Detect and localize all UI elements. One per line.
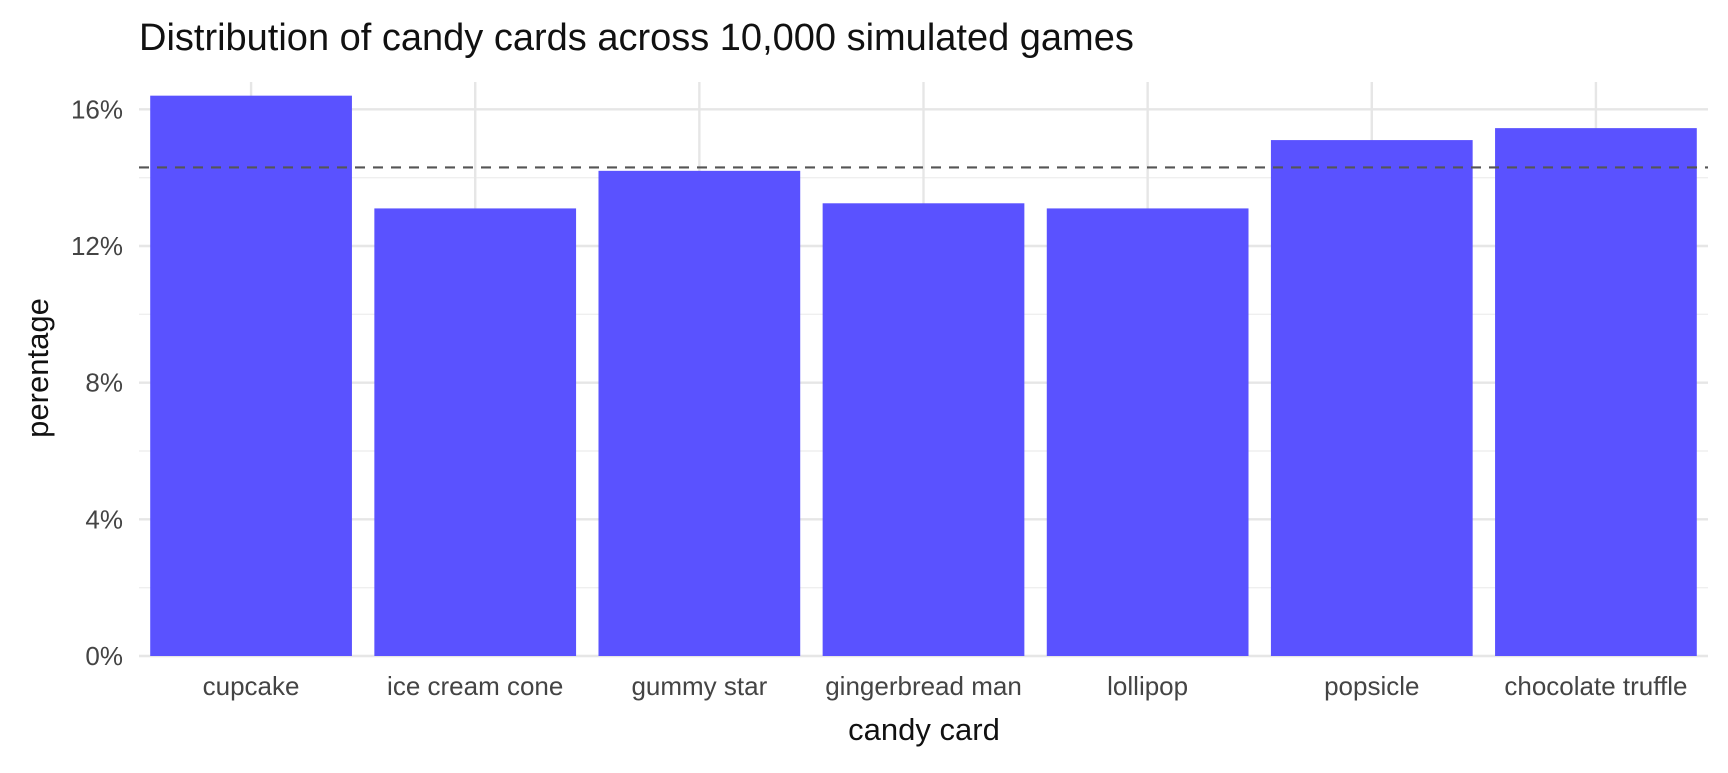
- x-tick-label: ice cream cone: [387, 671, 563, 701]
- x-axis-title: candy card: [848, 712, 1000, 747]
- x-tick-label: gummy star: [631, 671, 767, 701]
- bar: [1495, 128, 1697, 656]
- y-tick-label: 12%: [71, 231, 123, 261]
- x-axis-ticks: cupcake ice cream cone gummy star gingerbre…: [203, 671, 1688, 701]
- x-tick-label: cupcake: [203, 671, 300, 701]
- y-axis-ticks: 0% 4% 8% 12% 16%: [71, 94, 123, 671]
- bars-layer: [150, 95, 1697, 657]
- y-tick-label: 4%: [85, 504, 123, 534]
- x-tick-label: chocolate truffle: [1504, 671, 1687, 701]
- y-tick-label: 0%: [85, 641, 123, 671]
- bar: [1270, 140, 1473, 657]
- bar: [374, 208, 577, 656]
- x-tick-label: lollipop: [1107, 671, 1188, 701]
- y-tick-label: 8%: [85, 368, 123, 398]
- chart-title: Distribution of candy cards across 10,00…: [139, 17, 1134, 59]
- bar: [150, 95, 352, 656]
- bar: [598, 170, 801, 657]
- bar: [822, 203, 1025, 656]
- y-axis-title: perentage: [20, 298, 55, 438]
- y-tick-label: 16%: [71, 94, 123, 124]
- x-tick-label: popsicle: [1324, 671, 1419, 701]
- bar: [1046, 208, 1249, 656]
- x-tick-label: gingerbread man: [825, 671, 1022, 701]
